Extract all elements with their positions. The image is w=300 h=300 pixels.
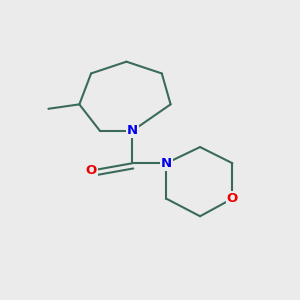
Text: O: O bbox=[227, 192, 238, 205]
Text: O: O bbox=[85, 164, 97, 177]
Text: N: N bbox=[160, 157, 172, 170]
Text: N: N bbox=[127, 124, 138, 137]
